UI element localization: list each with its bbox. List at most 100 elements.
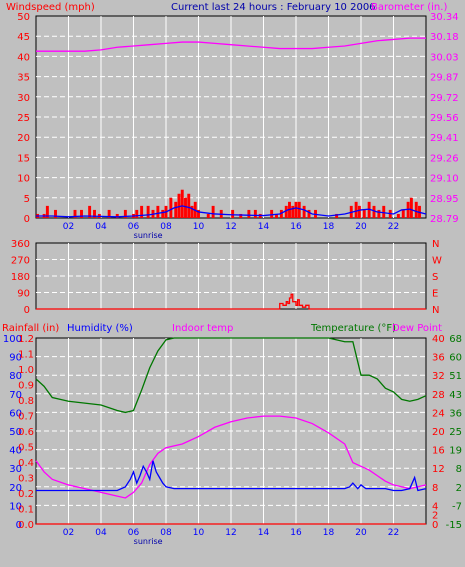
- temp-c-tick-label: 2: [432, 511, 438, 522]
- x-tick-label: 02: [63, 528, 74, 538]
- windspeed-bar: [174, 201, 178, 218]
- windspeed-bar: [357, 205, 361, 218]
- temp-c-tick-label: 16: [432, 446, 445, 457]
- barometer-tick-label: 29.87: [430, 73, 459, 84]
- x-tick-label: 12: [225, 528, 236, 538]
- x-tick-label: 04: [95, 222, 107, 232]
- temp-c-tick-label: 32: [432, 371, 445, 382]
- temp-c-tick-label: 8: [432, 483, 438, 494]
- windspeed-bar: [80, 209, 83, 218]
- x-tick-label: 08: [160, 528, 172, 538]
- windspeed-bar: [302, 205, 306, 218]
- temp-f-tick-label: 2: [456, 483, 462, 494]
- windspeed-bar: [297, 201, 301, 218]
- windspeed-tick-label: 25: [17, 113, 30, 124]
- windspeed-tick-label: 20: [17, 133, 30, 144]
- rainfall-tick-label: 0.0: [18, 520, 34, 531]
- rainfall-tick-label: 0.8: [18, 396, 34, 407]
- temp-f-tick-label: 8: [456, 464, 462, 475]
- barometer-tick-label: 30.18: [430, 32, 459, 43]
- windspeed-bar: [54, 209, 57, 218]
- windspeed-bar: [180, 189, 184, 218]
- windspeed-bar: [88, 205, 92, 218]
- x-tick-label: 06: [128, 222, 140, 232]
- windspeed-tick-label: 30: [17, 93, 30, 104]
- barometer-axis-title: Barometer (in.): [371, 2, 447, 13]
- windspeed-bar: [184, 197, 187, 218]
- x-tick-label: 14: [258, 528, 270, 538]
- humidity-tick-label: 60: [9, 408, 22, 419]
- rainfall-tick-label: 0.4: [18, 458, 34, 469]
- windspeed-bar: [156, 205, 160, 218]
- barometer-tick-label: 28.79: [430, 214, 459, 225]
- indoor-temp-line: [35, 415, 427, 499]
- windspeed-bar: [107, 209, 111, 218]
- temp-f-tick-label: 43: [449, 390, 462, 401]
- humidity-tick-label: 20: [9, 483, 22, 494]
- windspeed-bar: [135, 209, 139, 218]
- temp-c-tick-label: 24: [432, 408, 445, 419]
- rainfall-tick-label: 0.9: [18, 381, 34, 392]
- windspeed-bar: [409, 197, 413, 218]
- barometer-tick-label: 28.95: [430, 194, 459, 205]
- sunrise-label: sunrise: [134, 537, 163, 546]
- humidity-tick-label: 70: [9, 390, 22, 401]
- windspeed-bar: [140, 205, 144, 218]
- barometer-tick-label: 29.41: [430, 133, 459, 144]
- windspeed-bar: [372, 205, 376, 218]
- windspeed-tick-label: 15: [17, 153, 30, 164]
- compass-tick-label: E: [432, 289, 438, 300]
- x-tick-label: 06: [128, 528, 140, 538]
- sunrise-label: sunrise: [134, 231, 163, 240]
- temp-f-tick-label: 25: [449, 427, 462, 438]
- indoor-temp-label: Indoor temp: [172, 323, 233, 334]
- x-tick-label: 18: [323, 528, 335, 538]
- windspeed-tick-label: 5: [24, 194, 30, 205]
- windspeed-bar: [247, 209, 251, 218]
- rainfall-tick-label: 1.2: [18, 334, 34, 345]
- x-tick-label: 10: [193, 222, 205, 232]
- rainfall-tick-label: 1.0: [18, 365, 34, 376]
- temp-c-tick-label: 12: [432, 464, 445, 475]
- windspeed-bar: [146, 205, 150, 218]
- x-tick-label: 16: [290, 222, 302, 232]
- temp-f-tick-label: -7: [452, 501, 462, 512]
- x-tick-label: 04: [95, 528, 107, 538]
- x-tick-label: 02: [63, 222, 74, 232]
- temp-c-tick-label: 40: [432, 334, 445, 345]
- temp-f-tick-label: 36: [449, 408, 462, 419]
- temp-f-tick-label: 68: [449, 334, 462, 345]
- humidity-tick-label: 10: [9, 501, 22, 512]
- windspeed-axis-title: Windspeed (mph): [6, 2, 95, 13]
- rain-humidity-temp-panel: 01020304050607080901000.00.10.20.30.40.5…: [3, 334, 462, 546]
- rainfall-tick-label: 0.5: [18, 443, 34, 454]
- windspeed-bar: [190, 205, 194, 218]
- temp-c-tick-label: 28: [432, 390, 445, 401]
- windspeed-bar: [187, 193, 191, 218]
- compass-tick-label: S: [432, 272, 438, 283]
- x-tick-label: 22: [388, 528, 399, 538]
- humidity-tick-label: 100: [3, 334, 22, 345]
- windspeed-tick-label: 50: [17, 12, 30, 23]
- direction-tick-label: 270: [11, 256, 30, 267]
- humidity-tick-label: 30: [9, 464, 22, 475]
- direction-tick-label: 360: [11, 239, 30, 250]
- humidity-tick-label: 80: [9, 371, 22, 382]
- temp-f-tick-label: 51: [449, 371, 462, 382]
- compass-tick-label: N: [432, 305, 439, 316]
- windspeed-bar: [401, 209, 405, 218]
- x-tick-label: 22: [388, 222, 399, 232]
- x-tick-label: 20: [355, 222, 367, 232]
- wind-barometer-panel: 0 5 10 15 20 25 30 35 40 45 50 28.79 28.95 29.10 29.26…: [17, 12, 458, 240]
- windspeed-bar: [284, 205, 288, 218]
- windspeed-tick-label: 10: [17, 174, 30, 185]
- direction-tick-label: 90: [17, 289, 30, 300]
- windspeed-bar: [367, 201, 371, 218]
- windspeed-bar: [396, 213, 400, 218]
- windspeed-bar: [45, 205, 49, 218]
- wind-direction-line: [36, 293, 426, 310]
- windspeed-bar: [73, 209, 77, 218]
- rainfall-tick-label: 0.6: [18, 427, 34, 438]
